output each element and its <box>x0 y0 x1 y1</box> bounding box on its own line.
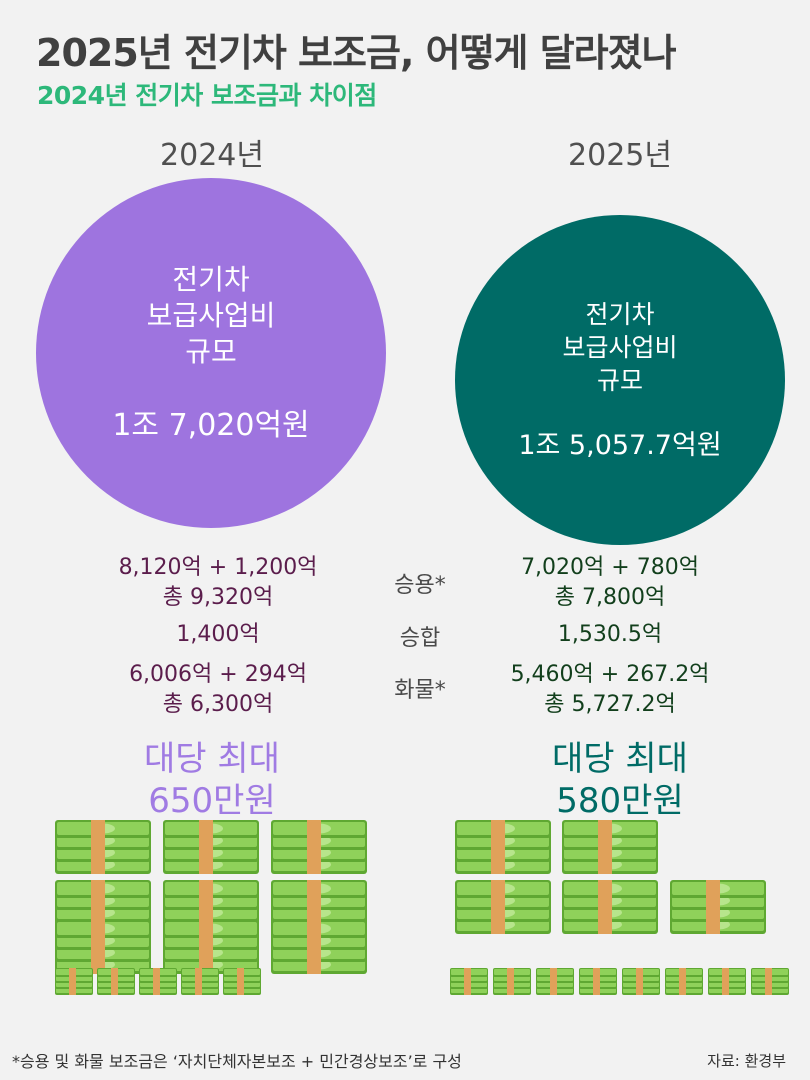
passenger-subsidy-2024: 8,120억 + 1,200억 총 9,320억 <box>78 553 358 613</box>
circle-label-line1: 전기차 <box>172 263 250 296</box>
cash-stack-icon <box>163 920 259 974</box>
money-illustration <box>0 800 810 1040</box>
cash-stack-icon <box>455 880 551 934</box>
cash-stack-icon <box>562 880 658 934</box>
max-amount-2025: 580만원 <box>556 781 684 821</box>
max-subsidy-2024: 대당 최대 650만원 <box>62 738 362 822</box>
cash-stack-small-icon <box>181 968 219 995</box>
footnote: *승용 및 화물 보조금은 ‘자치단체자본보조 + 민간경상보조’로 구성 <box>12 1052 462 1071</box>
circle-label-line3: 규모 <box>185 335 237 368</box>
cash-stack-small-icon <box>665 968 703 995</box>
category-bus: 승합 <box>399 626 441 651</box>
bus-subsidy-2025: 1,530.5억 <box>557 622 663 647</box>
max-subsidy-2025: 대당 최대 580만원 <box>470 738 770 822</box>
category-truck: 화물* <box>394 678 446 703</box>
cash-stack-icon <box>55 820 151 874</box>
passenger-subsidy-2025: 7,020억 + 780억 총 7,800억 <box>470 553 750 613</box>
truck-total-2024: 총 6,300억 <box>162 692 274 717</box>
circle-amount-2025: 1조 5,057.7억원 <box>518 430 722 461</box>
max-label-2025: 대당 최대 <box>552 739 688 779</box>
page-subtitle: 2024년 전기차 보조금과 차이점 <box>37 81 377 110</box>
cash-stack-icon <box>55 920 151 974</box>
cash-stack-icon <box>163 820 259 874</box>
truck-total-2025: 총 5,727.2억 <box>544 692 676 717</box>
circle-label-line3: 규모 <box>596 366 643 395</box>
cash-stack-small-icon <box>450 968 488 995</box>
cash-stack-small-icon <box>751 968 789 995</box>
truck-subsidy-2024: 6,006억 + 294억 총 6,300억 <box>78 660 358 720</box>
max-label-2024: 대당 최대 <box>144 739 280 779</box>
cash-stack-small-icon <box>55 968 93 995</box>
budget-circle-2025: 전기차 보급사업비 규모 1조 5,057.7억원 <box>455 215 785 545</box>
budget-circle-2024: 전기차 보급사업비 규모 1조 7,020억원 <box>36 178 386 528</box>
circle-label-line1: 전기차 <box>585 300 655 329</box>
category-passenger: 승용* <box>394 573 446 598</box>
passenger-total-2025: 총 7,800억 <box>554 585 666 610</box>
cash-stack-icon <box>670 880 766 934</box>
year-label-2025: 2025년 <box>568 138 672 173</box>
passenger-breakdown-2024: 8,120억 + 1,200억 <box>118 555 318 580</box>
bus-subsidy-2024: 1,400억 <box>176 622 260 647</box>
cash-stack-icon <box>455 820 551 874</box>
cash-stack-icon <box>271 820 367 874</box>
cash-stack-small-icon <box>97 968 135 995</box>
cash-stack-small-icon <box>493 968 531 995</box>
cash-stack-small-icon <box>708 968 746 995</box>
truck-subsidy-2025: 5,460억 + 267.2억 총 5,727.2억 <box>470 660 750 720</box>
cash-stack-small-icon <box>622 968 660 995</box>
cash-stack-icon <box>271 920 367 974</box>
year-label-2024: 2024년 <box>160 138 264 173</box>
cash-stack-small-icon <box>579 968 617 995</box>
passenger-total-2024: 총 9,320억 <box>162 585 274 610</box>
cash-stack-small-icon <box>139 968 177 995</box>
circle-label-line2: 보급사업비 <box>562 333 678 362</box>
circle-label-line2: 보급사업비 <box>146 299 276 332</box>
cash-stack-icon <box>562 820 658 874</box>
truck-breakdown-2025: 5,460억 + 267.2억 <box>510 662 710 687</box>
cash-stack-small-icon <box>536 968 574 995</box>
page-title: 2025년 전기차 보조금, 어떻게 달라졌나 <box>36 31 677 75</box>
max-amount-2024: 650만원 <box>148 781 276 821</box>
truck-breakdown-2024: 6,006억 + 294억 <box>129 662 307 687</box>
circle-amount-2024: 1조 7,020억원 <box>112 408 310 443</box>
source-credit: 자료: 환경부 <box>707 1052 786 1070</box>
cash-stack-small-icon <box>223 968 261 995</box>
passenger-breakdown-2025: 7,020억 + 780억 <box>521 555 699 580</box>
